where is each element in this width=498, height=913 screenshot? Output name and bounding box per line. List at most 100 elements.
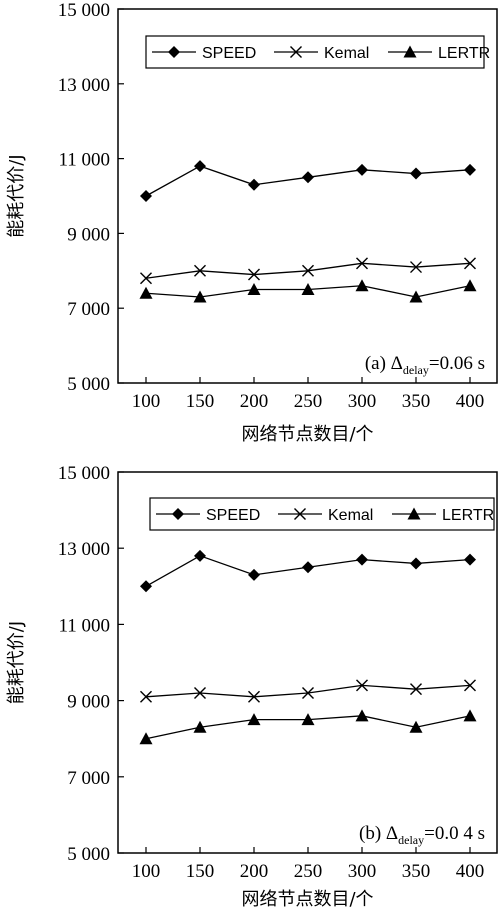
y-tick-label: 13 000 [58, 539, 110, 560]
data-point-speed [410, 557, 422, 570]
legend-label: Kemal [328, 507, 373, 524]
series-lertr [139, 709, 477, 745]
x-tick-label: 300 [348, 861, 377, 882]
data-point-kemal [194, 264, 206, 277]
data-point-lertr [355, 709, 369, 722]
data-point-speed [248, 178, 260, 191]
legend-marker [407, 507, 421, 520]
data-point-kemal [410, 683, 422, 696]
legend-entry-lertr: LERTR [388, 45, 490, 62]
legend-entry-speed: SPEED [152, 45, 256, 62]
legend-entry-lertr: LERTR [392, 507, 494, 524]
legend-label: SPEED [206, 507, 260, 524]
legend-label: Kemal [324, 45, 369, 62]
legend: SPEED Kemal LERTR [149, 497, 495, 531]
x-axis-label: 网络节点数目/个 [241, 889, 373, 910]
x-tick-label: 350 [402, 391, 431, 412]
data-point-kemal [248, 268, 260, 281]
data-point-lertr [193, 720, 207, 733]
y-axis-label: 能耗代价/J [6, 154, 27, 237]
data-point-speed [302, 171, 314, 184]
legend-marker [294, 508, 306, 520]
data-point-kemal [464, 679, 476, 692]
x-tick-label: 350 [402, 861, 431, 882]
data-point-lertr [463, 709, 477, 722]
y-tick-label: 5 000 [67, 844, 110, 865]
data-point-lertr [301, 713, 315, 726]
data-point-kemal [302, 686, 314, 699]
data-point-speed [194, 160, 206, 173]
legend-marker [172, 508, 184, 520]
data-point-speed [140, 580, 152, 593]
series-kemal [140, 257, 476, 285]
data-point-lertr [247, 283, 261, 296]
y-axis-label: 能耗代价/J [6, 621, 27, 704]
data-point-lertr [139, 732, 153, 745]
y-tick-label: 11 000 [58, 150, 110, 171]
data-point-lertr [463, 279, 477, 292]
y-tick-label: 7 000 [67, 768, 110, 789]
x-tick-label: 250 [294, 861, 323, 882]
data-point-speed [248, 568, 260, 581]
y-tick-label: 5 000 [67, 374, 110, 395]
data-point-speed [356, 163, 368, 176]
legend-entry-kemal: Kemal [274, 45, 369, 62]
data-point-speed [302, 561, 314, 574]
data-point-lertr [301, 283, 315, 296]
legend: SPEED Kemal LERTR [145, 35, 490, 69]
data-point-speed [464, 553, 476, 566]
x-tick-label: 100 [132, 391, 161, 412]
series-speed [140, 160, 476, 202]
y-tick-label: 11 000 [58, 615, 110, 636]
data-point-lertr [355, 279, 369, 292]
y-tick-label: 13 000 [58, 75, 110, 96]
data-point-kemal [356, 257, 368, 270]
legend-label: LERTR [442, 507, 494, 524]
x-tick-label: 200 [240, 861, 269, 882]
data-point-kemal [248, 690, 260, 703]
chart-panel-b: 5 000 7 000 9 000 11 000 13 000 15 000 100 150 2… [6, 463, 498, 910]
data-point-kemal [464, 257, 476, 270]
y-tick-label: 15 000 [58, 0, 110, 21]
series-lertr [139, 279, 477, 303]
y-tick-label: 9 000 [67, 692, 110, 713]
series-speed [140, 549, 476, 593]
legend-marker [168, 46, 180, 58]
series-kemal [140, 679, 476, 703]
data-point-kemal [140, 272, 152, 285]
x-tick-label: 300 [348, 391, 377, 412]
x-tick-label: 150 [186, 861, 215, 882]
legend-marker [290, 46, 302, 58]
data-point-kemal [356, 679, 368, 692]
data-point-lertr [193, 290, 207, 303]
y-tick-label: 9 000 [67, 224, 110, 245]
legend-marker [403, 45, 417, 58]
legend-label: SPEED [202, 45, 256, 62]
x-tick-label: 100 [132, 861, 161, 882]
chart-panel-a: 5 000 7 000 9 000 11 000 13 000 15 000 100 150 2… [6, 0, 498, 445]
data-point-speed [410, 167, 422, 180]
data-point-lertr [409, 290, 423, 303]
x-tick-label: 200 [240, 391, 269, 412]
x-axis-label: 网络节点数目/个 [241, 424, 373, 445]
data-point-lertr [139, 286, 153, 299]
panel-annotation: (b) Δdelay=0.0 4 s [359, 823, 485, 847]
panel-annotation: (a) Δdelay=0.06 s [365, 353, 485, 377]
data-point-speed [140, 190, 152, 202]
legend-label: LERTR [438, 45, 490, 62]
data-point-speed [194, 549, 206, 562]
data-point-kemal [194, 686, 206, 699]
series-line-kemal [145, 684, 471, 698]
legend-entry-kemal: Kemal [278, 507, 373, 524]
x-tick-label: 150 [186, 391, 215, 412]
data-point-lertr [247, 713, 261, 726]
x-tick-label: 250 [294, 391, 323, 412]
data-point-kemal [302, 264, 314, 277]
data-point-speed [356, 553, 368, 566]
y-tick-label: 7 000 [67, 299, 110, 320]
legend-entry-speed: SPEED [156, 507, 260, 524]
data-point-kemal [140, 690, 152, 703]
x-tick-label: 400 [456, 861, 485, 882]
x-tick-label: 400 [456, 391, 485, 412]
